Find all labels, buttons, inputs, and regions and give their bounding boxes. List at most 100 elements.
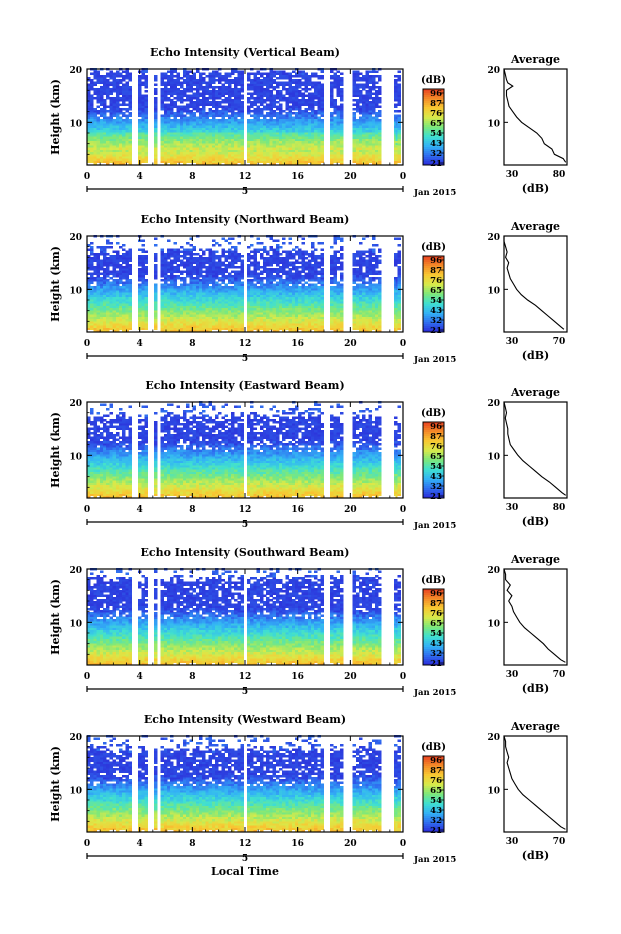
- average-y-tick-label: 10: [487, 286, 500, 296]
- average-y-tick-label: 10: [487, 119, 500, 129]
- colorbar-label: 65: [430, 452, 442, 462]
- y-axis-label: Height (km): [49, 412, 62, 488]
- x-tick-label: 4: [137, 839, 143, 849]
- average-title: Average: [510, 720, 560, 733]
- average-title: Average: [510, 220, 560, 233]
- x-tick-label: 12: [239, 672, 252, 682]
- date-label: Jan 2015: [413, 521, 456, 531]
- x-tick-label: 0: [400, 172, 406, 182]
- y-tick-label: 10: [69, 286, 82, 296]
- x-tick-label: 12: [239, 505, 252, 515]
- average-x-tick-label: 30: [506, 337, 519, 347]
- average-frame: [504, 569, 567, 665]
- colorbar-label: 87: [430, 432, 442, 442]
- colorbar-label: 96: [430, 256, 442, 266]
- colorbar-label: 65: [430, 619, 442, 629]
- x-tick-label: 8: [189, 505, 195, 515]
- average-x-tick-label: 70: [553, 337, 566, 347]
- colorbar-label: 54: [430, 296, 442, 306]
- average-y-tick-label: 20: [487, 399, 500, 409]
- x-tick-label: 0: [84, 339, 90, 349]
- colorbar-label: 43: [430, 306, 442, 316]
- colorbar-label: 87: [430, 599, 442, 609]
- average-frame: [504, 736, 567, 832]
- average-profile-line: [504, 69, 566, 162]
- x-tick-label: 0: [400, 339, 406, 349]
- colorbar-label: 76: [430, 609, 442, 619]
- average-profile-line: [504, 236, 564, 329]
- average-x-label: (dB): [522, 682, 549, 695]
- average-title: Average: [510, 53, 560, 66]
- average-profile-line: [504, 569, 565, 662]
- y-axis-label: Height (km): [49, 746, 62, 822]
- average-x-tick-label: 30: [506, 170, 519, 180]
- colorbar-label: 96: [430, 422, 442, 432]
- date-label: Jan 2015: [413, 688, 456, 698]
- panel-3: Echo Intensity (Southward Beam) 0 4 8 12 16 20…: [49, 546, 567, 698]
- colorbar-label: 96: [430, 89, 442, 99]
- x-tick-label: 20: [344, 339, 357, 349]
- y-axis-label: Height (km): [49, 246, 62, 322]
- colorbar-label: 43: [430, 139, 442, 149]
- colorbar-label: 54: [430, 129, 442, 139]
- date-tick-label: 5: [242, 520, 248, 530]
- date-tick-label: 5: [242, 854, 248, 864]
- average-y-tick-label: 10: [487, 452, 500, 462]
- x-tick-label: 20: [344, 839, 357, 849]
- average-x-tick-label: 70: [553, 670, 566, 680]
- colorbar-label: 65: [430, 286, 442, 296]
- average-x-label: (dB): [522, 515, 549, 528]
- average-y-tick-label: 20: [487, 566, 500, 576]
- colorbar-label: 32: [430, 482, 442, 492]
- x-tick-label: 16: [291, 672, 304, 682]
- colorbar-label: 54: [430, 629, 442, 639]
- heatmap: [87, 735, 401, 832]
- colorbar-label: 43: [430, 639, 442, 649]
- x-tick-label: 12: [239, 172, 252, 182]
- panel-title: Echo Intensity (Southward Beam): [141, 546, 350, 559]
- y-tick-label: 20: [69, 733, 82, 743]
- average-x-label: (dB): [522, 182, 549, 195]
- x-tick-label: 16: [291, 339, 304, 349]
- colorbar-unit: (dB): [421, 575, 446, 586]
- average-title: Average: [510, 386, 560, 399]
- colorbar-label: 87: [430, 766, 442, 776]
- average-y-tick-label: 20: [487, 66, 500, 76]
- date-tick-label: 5: [242, 687, 248, 697]
- colorbar-label: 21: [430, 826, 442, 836]
- colorbar-label: 43: [430, 472, 442, 482]
- colorbar-label: 32: [430, 649, 442, 659]
- panel-title: Echo Intensity (Westward Beam): [144, 713, 346, 726]
- colorbar-label: 65: [430, 786, 442, 796]
- y-tick-label: 20: [69, 233, 82, 243]
- x-tick-label: 8: [189, 672, 195, 682]
- x-tick-label: 16: [291, 505, 304, 515]
- colorbar-unit: (dB): [421, 242, 446, 253]
- average-y-tick-label: 20: [487, 233, 500, 243]
- average-frame: [504, 69, 567, 165]
- x-tick-label: 0: [84, 505, 90, 515]
- date-tick-label: 5: [242, 354, 248, 364]
- colorbar-label: 32: [430, 149, 442, 159]
- x-tick-label: 4: [137, 672, 143, 682]
- x-tick-label: 0: [400, 505, 406, 515]
- y-tick-label: 20: [69, 566, 82, 576]
- average-x-tick-label: 80: [553, 170, 566, 180]
- colorbar-label: 32: [430, 316, 442, 326]
- average-title: Average: [510, 553, 560, 566]
- x-tick-label: 16: [291, 839, 304, 849]
- x-tick-label: 0: [84, 672, 90, 682]
- x-tick-label: 20: [344, 172, 357, 182]
- date-label: Jan 2015: [413, 355, 456, 365]
- heatmap: [87, 68, 401, 165]
- x-tick-label: 20: [344, 672, 357, 682]
- y-tick-label: 10: [69, 119, 82, 129]
- y-tick-label: 10: [69, 452, 82, 462]
- average-y-tick-label: 20: [487, 733, 500, 743]
- colorbar-label: 76: [430, 776, 442, 786]
- average-x-tick-label: 30: [506, 837, 519, 847]
- panel-title: Echo Intensity (Northward Beam): [141, 213, 350, 226]
- colorbar-unit: (dB): [421, 408, 446, 419]
